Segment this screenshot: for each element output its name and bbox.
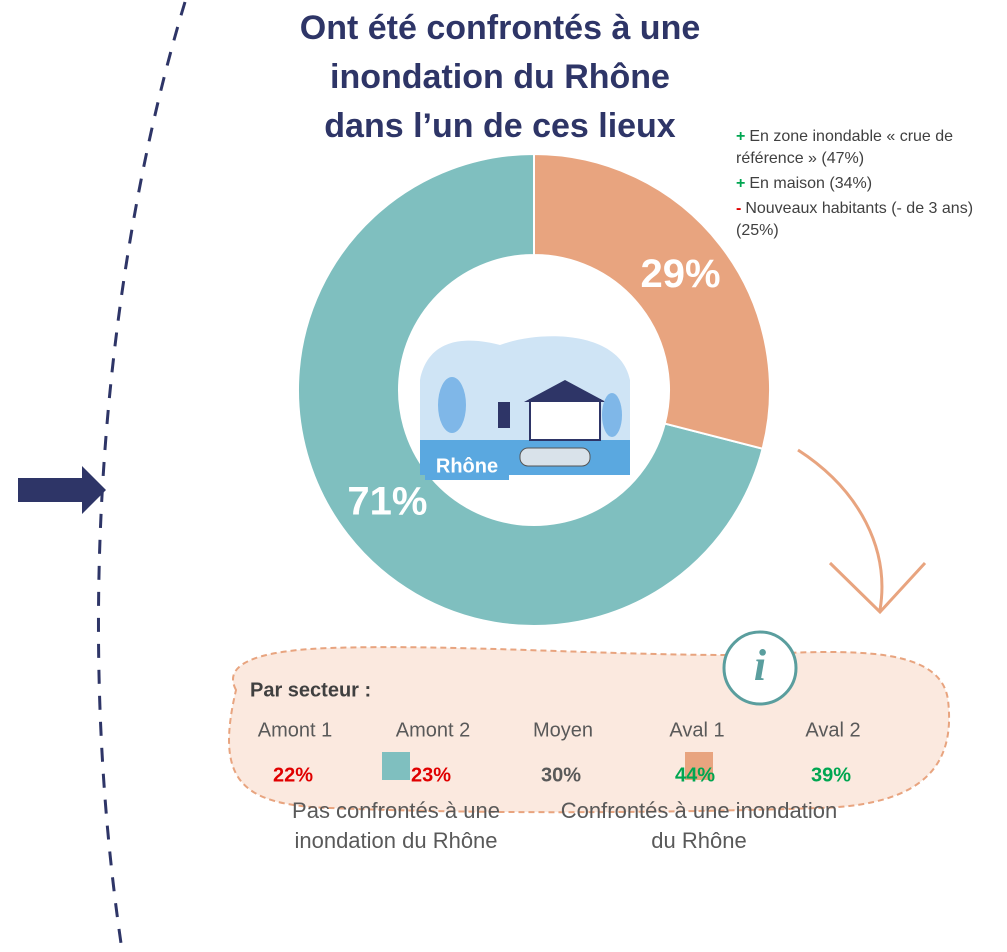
arrow-head: [830, 563, 925, 612]
note-marker: +: [736, 175, 745, 192]
chart-title: dans l’un de ces lieux: [324, 107, 676, 145]
sector-name: Aval 1: [669, 719, 724, 741]
legend-swatch: [382, 752, 410, 780]
sector-value: 22%: [273, 764, 313, 786]
notes: +En zone inondable « crue de référence »…: [736, 126, 1004, 245]
center-illustration: Rhône: [399, 255, 669, 525]
center-label: Rhône: [436, 455, 498, 477]
note: -Nouveaux habitants (- de 3 ans) (25%): [736, 198, 1004, 242]
note-text: En zone inondable « crue de référence » …: [736, 128, 953, 167]
note-text: Nouveaux habitants (- de 3 ans) (25%): [736, 200, 973, 239]
curved-arrow: [798, 450, 882, 610]
note-marker: -: [736, 200, 741, 217]
note: +En maison (34%): [736, 173, 1004, 195]
divider-curve: [98, 2, 185, 950]
sector-value: 39%: [811, 764, 851, 786]
chart-title: inondation du Rhône: [330, 58, 670, 96]
sector-title: Par secteur :: [250, 679, 371, 701]
car: [520, 448, 590, 466]
sector-value: 44%: [675, 764, 715, 786]
sector-name: Amont 1: [258, 719, 332, 741]
legend-label: Confrontés à une inondation du Rhône: [559, 796, 839, 856]
sector-name: Amont 2: [396, 719, 470, 741]
tree: [438, 377, 466, 433]
data-label: 29%: [641, 252, 721, 296]
tree: [602, 393, 622, 437]
note-marker: +: [736, 128, 745, 145]
note-text: En maison (34%): [749, 175, 872, 192]
sector-value: 23%: [411, 764, 451, 786]
traffic-light: [498, 402, 510, 428]
house: [530, 400, 600, 440]
sector-value: 30%: [541, 764, 581, 786]
sector-name: Moyen: [533, 719, 593, 741]
info-glyph: i: [754, 641, 767, 690]
arrow: [18, 466, 106, 514]
sector-name: Aval 2: [805, 719, 860, 741]
chart-title: Ont été confrontés à une: [300, 9, 701, 47]
page: Rhône i Ont été confrontés à une inondati…: [0, 0, 1007, 952]
legend-label: Pas confrontés à une inondation du Rhône: [256, 796, 536, 856]
note: +En zone inondable « crue de référence »…: [736, 126, 1004, 170]
data-label: 71%: [347, 479, 427, 523]
